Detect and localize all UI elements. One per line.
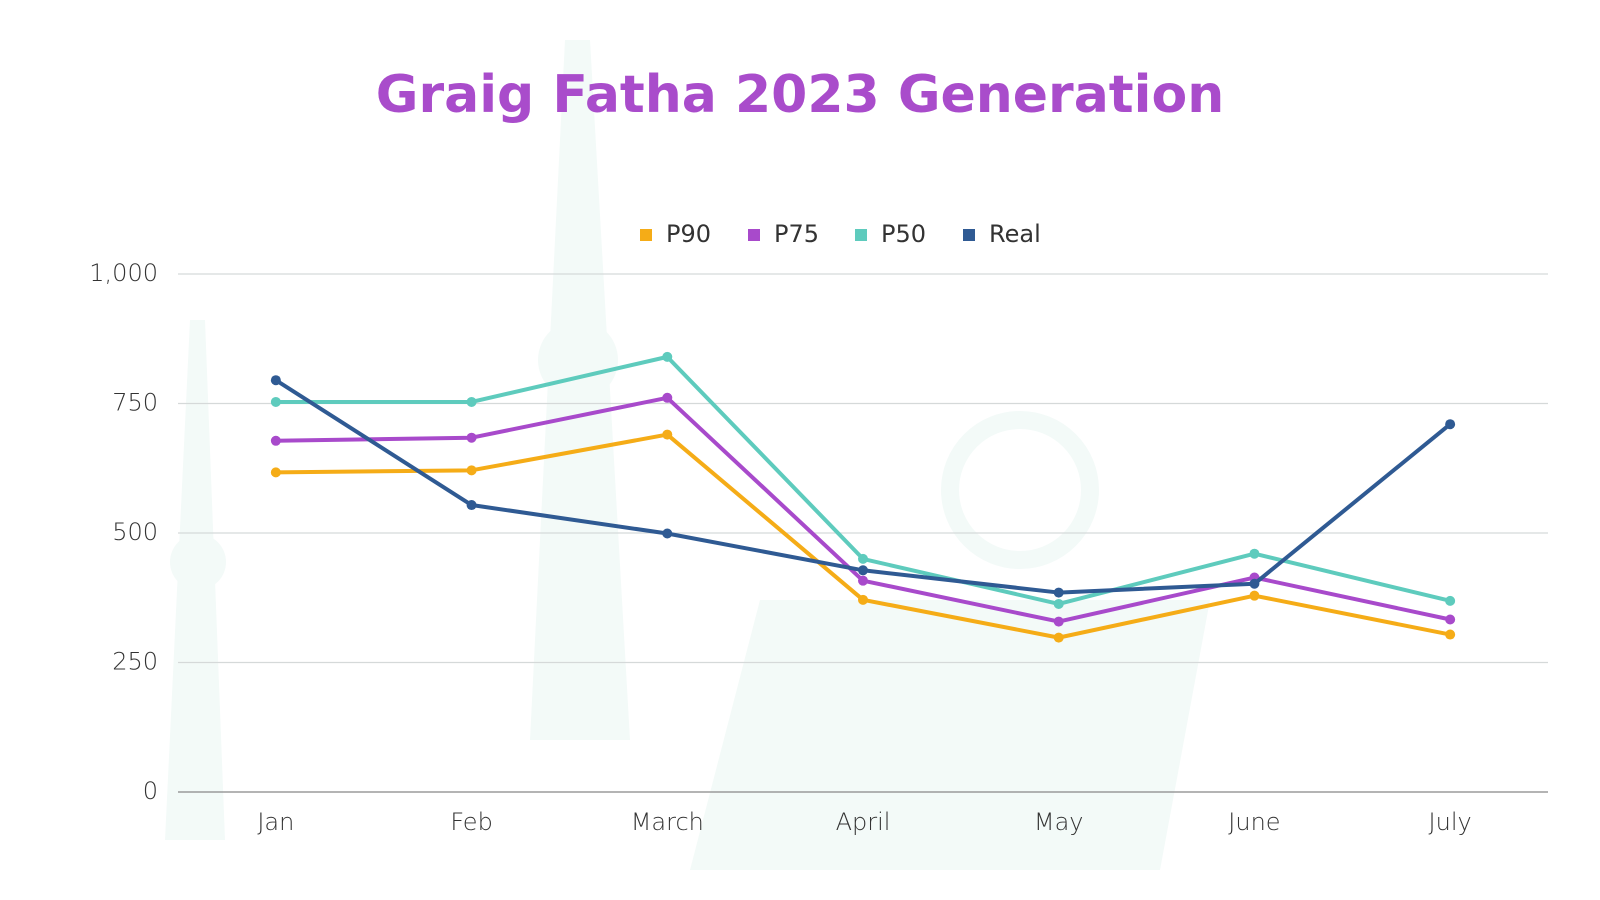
legend-swatch — [963, 229, 975, 241]
data-point — [1053, 616, 1064, 627]
data-point — [662, 528, 673, 539]
y-tick-label: 500 — [112, 518, 158, 546]
x-tick-label: Feb — [450, 808, 493, 836]
legend-swatch — [748, 229, 760, 241]
data-point — [662, 429, 673, 440]
background-decoration — [165, 40, 1210, 870]
legend-swatch — [640, 229, 652, 241]
y-tick-label: 750 — [112, 389, 158, 417]
data-point — [466, 500, 477, 511]
chart-title: Graig Fatha 2023 Generation — [376, 65, 1224, 125]
data-point — [1053, 587, 1064, 598]
data-point — [466, 465, 477, 476]
y-tick-label: 1,000 — [89, 259, 158, 287]
data-point — [466, 396, 477, 407]
data-point — [1445, 614, 1456, 625]
data-point — [270, 467, 281, 478]
data-point — [1445, 629, 1456, 640]
x-tick-label: March — [631, 808, 704, 836]
data-point — [270, 435, 281, 446]
x-tick-label: July — [1429, 808, 1472, 836]
data-point — [270, 375, 281, 386]
x-tick-label: Jan — [257, 808, 294, 836]
data-point — [1053, 632, 1064, 643]
y-tick-label: 250 — [112, 648, 158, 676]
x-tick-label: June — [1228, 808, 1280, 836]
x-tick-label: May — [1034, 808, 1084, 836]
data-point — [270, 396, 281, 407]
data-point — [1445, 419, 1456, 430]
legend-label: Real — [989, 220, 1041, 248]
data-point — [466, 432, 477, 443]
data-point — [1445, 595, 1456, 606]
data-point — [1249, 548, 1260, 559]
data-point — [858, 594, 868, 605]
data-point — [858, 575, 868, 586]
legend-swatch — [855, 229, 867, 241]
x-tick-label: April — [836, 808, 891, 836]
series-line — [275, 395, 1451, 624]
y-tick-label: 0 — [143, 777, 158, 805]
data-point — [858, 553, 868, 564]
data-point — [662, 392, 673, 403]
legend-label: P50 — [881, 220, 926, 248]
legend-label: P75 — [774, 220, 819, 248]
data-point — [1249, 578, 1260, 589]
data-point — [1053, 598, 1064, 609]
legend-label: P90 — [666, 220, 711, 248]
data-point — [858, 565, 868, 576]
data-point — [1249, 590, 1260, 601]
data-point — [662, 351, 673, 362]
